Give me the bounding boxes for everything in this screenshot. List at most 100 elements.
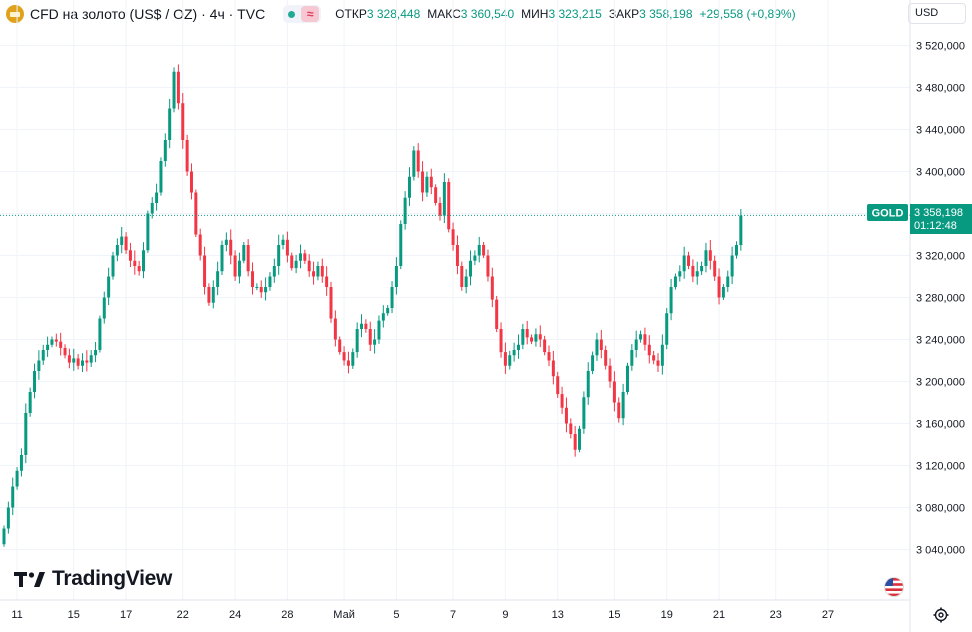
candle-body	[290, 255, 294, 269]
time-axis[interactable]: 11 15 17 22 24 28 Май 5 7 9 13 15 19 21 23 27	[11, 609, 834, 621]
candle-body	[203, 255, 207, 287]
candle-body	[98, 318, 102, 350]
candle-body	[242, 245, 246, 261]
candle-body	[455, 245, 459, 266]
candle-body	[54, 339, 58, 342]
candle-body	[329, 287, 333, 319]
candle-body	[41, 350, 45, 361]
candle-body	[586, 371, 590, 398]
ohlc-open: ОТКР3 328,448	[335, 7, 421, 21]
candle-body	[124, 236, 128, 251]
us-flag-icon[interactable]	[884, 577, 904, 597]
candle-body	[573, 434, 577, 450]
candle-body	[120, 236, 124, 245]
candle-body	[11, 486, 15, 508]
candle-body	[612, 381, 616, 403]
candle-body	[621, 392, 625, 419]
candle-body	[377, 320, 381, 340]
candle-body	[678, 271, 682, 277]
candle-body	[207, 287, 211, 303]
price-tick-label: 3 160,000	[916, 419, 965, 431]
wave-icon[interactable]: ≈	[301, 6, 320, 22]
candle-body	[150, 203, 154, 214]
candle-body	[416, 150, 420, 172]
chart-header: CFD на золото (US$ / OZ) · 4ч · TVC ≈ ОТ…	[0, 0, 905, 28]
candle-body	[63, 347, 67, 356]
candle-body	[530, 337, 534, 342]
ohlc-high: МАКС3 360,540	[427, 7, 515, 21]
candles	[2, 64, 743, 547]
candle-body	[33, 371, 37, 392]
time-tick-label: 17	[120, 609, 132, 621]
candle-body	[237, 260, 241, 277]
candle-body	[495, 299, 499, 329]
candle-body	[67, 355, 71, 363]
candle-body	[268, 276, 272, 287]
us-flag-graphic	[885, 578, 903, 596]
symbol-title[interactable]: CFD на золото (US$ / OZ) · 4ч · TVC	[30, 6, 266, 22]
candle-body	[442, 182, 446, 216]
candle-body	[194, 192, 198, 235]
candle-body	[298, 253, 302, 261]
candle-body	[591, 355, 595, 371]
tradingview-logo-text: TradingView	[52, 567, 173, 590]
candle-body	[543, 339, 547, 353]
candle-body	[216, 271, 220, 287]
candle-body	[142, 250, 146, 272]
candle-body	[656, 360, 660, 366]
time-tick-label: 27	[822, 609, 834, 621]
time-tick-label: 11	[11, 609, 22, 621]
candle-body	[2, 528, 6, 545]
last-price-countdown: 01:12:48	[914, 220, 957, 232]
candle-body	[368, 329, 372, 345]
candle-body	[220, 245, 224, 272]
candle-body	[189, 171, 193, 193]
candle-body	[351, 352, 355, 366]
candle-body	[338, 339, 342, 353]
candle-body	[499, 329, 503, 353]
currency-select[interactable]: USD	[908, 3, 966, 24]
candle-body	[163, 140, 167, 161]
candle-body	[582, 397, 586, 429]
time-tick-label: 21	[713, 609, 725, 621]
candle-body	[185, 140, 189, 172]
candle-body	[37, 360, 41, 371]
candle-body	[107, 276, 111, 298]
candle-body	[508, 355, 512, 366]
candle-body	[360, 323, 364, 329]
candle-body	[76, 358, 80, 366]
candle-body	[342, 352, 346, 361]
price-tick-label: 3 040,000	[916, 545, 965, 557]
candle-body	[421, 171, 425, 193]
candle-body	[556, 376, 560, 395]
candle-body	[390, 287, 394, 308]
candle-body	[691, 266, 695, 277]
candle-body	[325, 276, 329, 287]
candle-body	[373, 339, 377, 345]
candle-body	[394, 266, 398, 287]
candle-body	[24, 413, 28, 455]
candle-body	[19, 455, 23, 471]
gear-icon[interactable]	[932, 606, 950, 624]
market-status[interactable]: ≈	[283, 5, 322, 23]
time-tick-label: 15	[608, 609, 620, 621]
candle-body	[429, 176, 433, 188]
candle-body	[146, 213, 150, 251]
candle-body	[630, 350, 634, 366]
candle-body	[312, 271, 316, 277]
candle-body	[704, 250, 708, 266]
candle-body	[652, 355, 656, 361]
candle-body	[233, 255, 237, 277]
candle-body	[547, 352, 551, 361]
candle-body	[460, 266, 464, 287]
price-tick-label: 3 120,000	[916, 461, 965, 473]
candle-body	[333, 318, 337, 340]
candle-body	[503, 352, 507, 366]
time-tick-label: Май	[333, 609, 355, 621]
tradingview-logo[interactable]: TradingView	[14, 567, 172, 591]
time-tick-label: 22	[177, 609, 189, 621]
candle-body	[726, 276, 730, 287]
candle-body	[525, 329, 529, 338]
